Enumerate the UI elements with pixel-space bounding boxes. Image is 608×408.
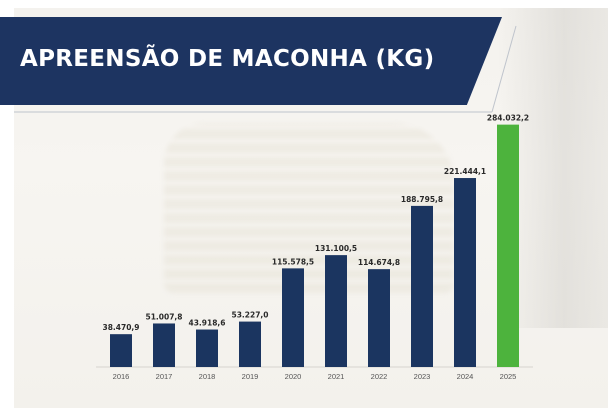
value-label-2021: 131.100,5 (315, 244, 357, 253)
bar-2018 (196, 329, 218, 367)
value-label-2022: 114.674,8 (358, 258, 400, 267)
value-label-2019: 53.227,0 (231, 311, 268, 320)
x-tick-2021: 2021 (328, 372, 345, 381)
bar-2025 (497, 124, 519, 367)
bar-2019 (239, 321, 261, 367)
value-label-2025: 284.032,2 (487, 114, 529, 123)
x-tick-2022: 2022 (371, 372, 388, 381)
bar-2020 (282, 268, 304, 367)
value-label-2020: 115.578,5 (272, 257, 314, 266)
value-label-2018: 43.918,6 (188, 319, 225, 328)
background-bricks (164, 123, 454, 293)
bar-2023 (411, 205, 433, 367)
value-label-2017: 51.007,8 (145, 312, 182, 321)
bar-2016 (110, 334, 132, 367)
x-tick-2018: 2018 (199, 372, 216, 381)
x-tick-2017: 2017 (156, 372, 173, 381)
bar-2024 (454, 178, 476, 367)
x-tick-2023: 2023 (414, 372, 431, 381)
value-labels: 38.470,9 51.007,8 43.918,6 53.227,0 115.578,… (102, 114, 529, 333)
value-label-2023: 188.795,8 (401, 195, 443, 204)
x-tick-labels: 2016 2017 2018 2019 2020 2021 2022 2023 2024 2025 (113, 372, 517, 381)
value-label-2016: 38.470,9 (102, 323, 139, 332)
x-tick-2025: 2025 (500, 372, 517, 381)
x-tick-2016: 2016 (113, 372, 130, 381)
chart-title: APREENSÃO DE MACONHA (KG) (20, 46, 435, 72)
x-tick-2019: 2019 (242, 372, 259, 381)
title-banner (0, 17, 502, 105)
bar-series (110, 124, 519, 367)
bar-2022 (368, 269, 390, 367)
x-tick-2024: 2024 (457, 372, 474, 381)
value-label-2024: 221.444,1 (444, 167, 486, 176)
x-tick-2020: 2020 (285, 372, 302, 381)
bar-2021 (325, 255, 347, 367)
bar-2017 (153, 323, 175, 367)
